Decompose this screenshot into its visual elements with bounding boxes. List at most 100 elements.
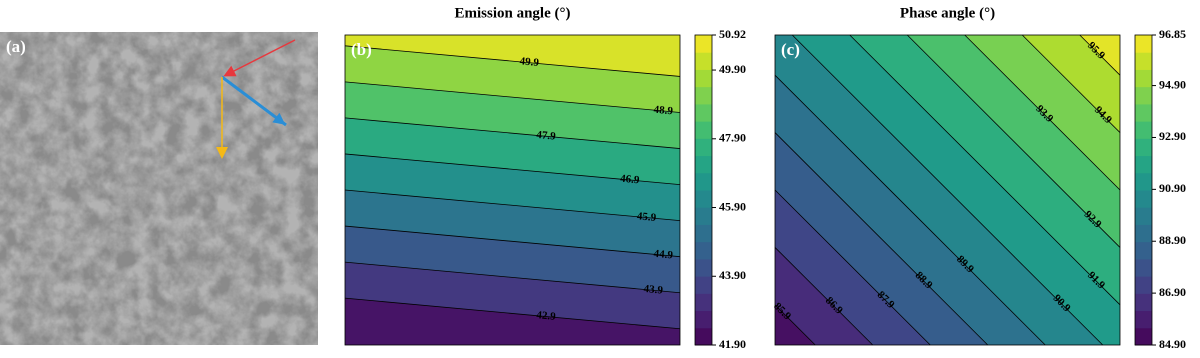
contour-line: [344, 189, 681, 222]
contour-band: [775, 35, 1103, 345]
colorbar-cell: [1135, 293, 1152, 312]
contour-label: 44.9: [653, 248, 674, 262]
colorbar-cell: [695, 190, 712, 208]
colorbar-cell: [695, 86, 712, 105]
colorbar-cell: [1135, 207, 1152, 225]
panel-label: (b): [351, 40, 372, 59]
colorbar-cell: [695, 35, 712, 53]
contour-line: [344, 45, 681, 77]
contour-line: [1079, 34, 1121, 76]
contour-label: 43.9: [643, 283, 664, 297]
contour-line: [344, 297, 681, 330]
colorbar-cell: [695, 258, 712, 277]
colorbar-cell: [695, 155, 712, 174]
contour-line: [1021, 34, 1121, 133]
colorbar-cell: [1135, 121, 1152, 139]
colorbar-tick-label: 50.92: [719, 27, 746, 41]
colorbar-cell: [695, 103, 712, 122]
contour-line: [344, 153, 681, 185]
colorbar-cell: [1135, 155, 1152, 174]
contour-line: [344, 225, 681, 258]
contour-band: [345, 298, 680, 345]
plot-frame: [774, 34, 1121, 346]
contour-band: [345, 117, 680, 185]
contour-band: [345, 190, 680, 257]
contour-label: 45.9: [636, 210, 657, 224]
colorbar-tick-label: 96.85: [1159, 27, 1186, 41]
surface-texture: [0, 32, 318, 345]
contour-band: [345, 45, 680, 113]
contour-line: [906, 34, 1121, 248]
chart-title: Phase angle (°): [900, 5, 995, 21]
colorbar-cell: [1135, 327, 1152, 346]
arrow: [221, 76, 286, 125]
panel-label: (c): [781, 40, 800, 59]
colorbar-cell: [1135, 52, 1152, 70]
colorbar-cell: [1135, 69, 1152, 88]
colorbar-cell: [695, 172, 712, 191]
contour-band: [345, 35, 680, 77]
contour-band: [345, 226, 680, 293]
contour-line: [774, 74, 1046, 346]
contour-band: [792, 35, 1120, 345]
colorbar-cell: [1135, 172, 1152, 191]
contour-line: [774, 247, 874, 346]
panel: 85.9 86.9 87.988.989.990.991.992.993.9 94.9…: [771, 5, 1186, 350]
contour-line: [774, 304, 816, 346]
colorbar-cell: [695, 224, 712, 243]
colorbar-tick-label: 86.90: [1159, 285, 1186, 299]
colorbar-tick-label: 94.90: [1159, 77, 1186, 91]
colorbar-cell: [1135, 138, 1152, 157]
panel: 42.9 43.9 44.9 45.9 46.9 47.9 48.9 49.9 (b) Emiss…: [344, 5, 746, 351]
colorbar-cell: [1135, 276, 1152, 294]
colorbar-cell: [695, 276, 712, 294]
chart-title: Emission angle (°): [454, 5, 570, 21]
contour-line: [849, 34, 1121, 306]
plot-frame: [344, 34, 681, 346]
contour-line: [344, 261, 681, 294]
colorbar-cell: [1135, 258, 1152, 277]
contour-line: [344, 117, 681, 149]
colorbar-cell: [695, 241, 712, 260]
colorbar-cell: [695, 52, 712, 70]
colorbar-cell: [1135, 190, 1152, 208]
contour-line: [774, 132, 989, 346]
colorbar-tick-label: 92.90: [1159, 129, 1186, 143]
colorbar-cell: [1135, 310, 1152, 329]
colorbar-tick-label: 47.90: [719, 131, 746, 145]
contour-label: 46.9: [620, 173, 641, 187]
arrow: [223, 39, 296, 77]
contour-line: [344, 81, 681, 113]
contour-line: [791, 34, 1104, 346]
colorbar-cell: [1135, 86, 1152, 105]
colorbar-tick-label: 88.90: [1159, 233, 1186, 247]
colorbar-cell: [695, 327, 712, 346]
colorbar-cell: [1135, 35, 1152, 53]
contour-label: 49.9: [519, 55, 540, 69]
colorbar-cell: [695, 310, 712, 329]
contour-line: [774, 189, 931, 346]
contour-band: [345, 153, 680, 221]
panel-label: (a): [6, 37, 26, 56]
colorbar-cell: [1135, 224, 1152, 243]
colorbar-tick-label: 90.90: [1159, 181, 1186, 195]
colorbar-cell: [1135, 103, 1152, 122]
contour-label: 48.9: [653, 104, 674, 118]
colorbar-cell: [695, 293, 712, 312]
contour-band: [345, 81, 680, 149]
contour-line: [964, 34, 1121, 191]
colorbar-frame: [1134, 34, 1153, 346]
colorbar-tick-label: 45.90: [719, 199, 746, 213]
colorbar-tick-label: 43.90: [719, 268, 746, 282]
contour-band: [345, 262, 680, 329]
colorbar-cell: [695, 138, 712, 157]
colorbar-frame: [694, 34, 713, 346]
colorbar-cell: [695, 121, 712, 139]
contour-label: 47.9: [536, 129, 557, 143]
colorbar-tick-label: 49.90: [719, 62, 746, 76]
panel-a: (a): [0, 32, 318, 345]
colorbar-cell: [1135, 241, 1152, 260]
colorbar-cell: [695, 69, 712, 88]
